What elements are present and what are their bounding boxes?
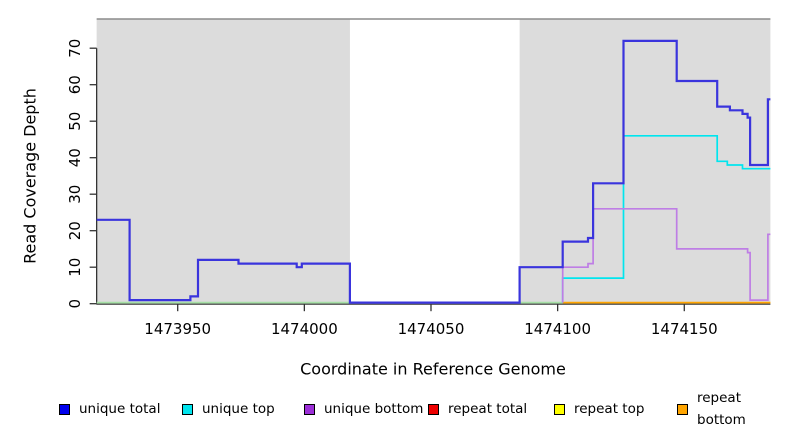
- x-tick-label: 1474000: [271, 320, 338, 338]
- y-tick-label: 10: [66, 258, 84, 277]
- legend-item-repeat-bottom: repeat bottom: [677, 390, 792, 428]
- legend-swatch-repeat-top: [554, 403, 565, 415]
- y-tick-label: 0: [66, 299, 84, 309]
- y-tick-label: 50: [66, 112, 84, 131]
- y-tick-label: 20: [66, 221, 84, 240]
- legend-item-repeat-top: repeat top: [554, 398, 644, 420]
- legend-label-repeat-top: repeat top: [574, 401, 645, 417]
- legend-label-unique-top: unique top: [202, 401, 275, 417]
- x-tick-label: 1473950: [144, 320, 211, 338]
- legend-label-repeat-total: repeat total: [448, 401, 528, 417]
- legend-swatch-unique-top: [182, 403, 193, 415]
- masked-region: [96, 19, 350, 305]
- series-line-unique-bottom: [561, 207, 771, 303]
- legend-swatch-repeat-bottom: [677, 403, 688, 415]
- series-line-unique-total: [96, 39, 771, 304]
- x-axis-title: Coordinate in Reference Genome: [300, 359, 566, 379]
- legend-item-unique-total: unique total: [59, 398, 160, 420]
- legend-item-unique-bottom: unique bottom: [304, 398, 423, 420]
- legend-item-unique-top: unique top: [182, 398, 275, 420]
- y-tick-label: 30: [66, 185, 84, 204]
- masked-region: [519, 19, 771, 305]
- series-line-unique-top: [561, 134, 771, 303]
- legend-swatch-unique-total: [59, 403, 70, 415]
- y-axis-title: Read Coverage Depth: [20, 88, 40, 264]
- legend-swatch-unique-bottom: [304, 403, 315, 415]
- x-tick-label: 1474050: [398, 320, 465, 338]
- legend: unique total unique top unique bottom repea…: [0, 390, 792, 428]
- y-tick-label: 60: [66, 75, 84, 94]
- legend-item-repeat-total: repeat total: [428, 398, 527, 420]
- y-tick-label: 40: [66, 148, 84, 167]
- y-tick-label: 70: [66, 39, 84, 58]
- legend-label-repeat-bottom: repeat bottom: [697, 390, 746, 428]
- x-tick-label: 1474150: [651, 320, 718, 338]
- legend-swatch-repeat-total: [428, 403, 439, 415]
- x-tick-label: 1474100: [524, 320, 591, 338]
- legend-label-unique-bottom: unique bottom: [324, 401, 424, 417]
- legend-label-unique-total: unique total: [79, 401, 161, 417]
